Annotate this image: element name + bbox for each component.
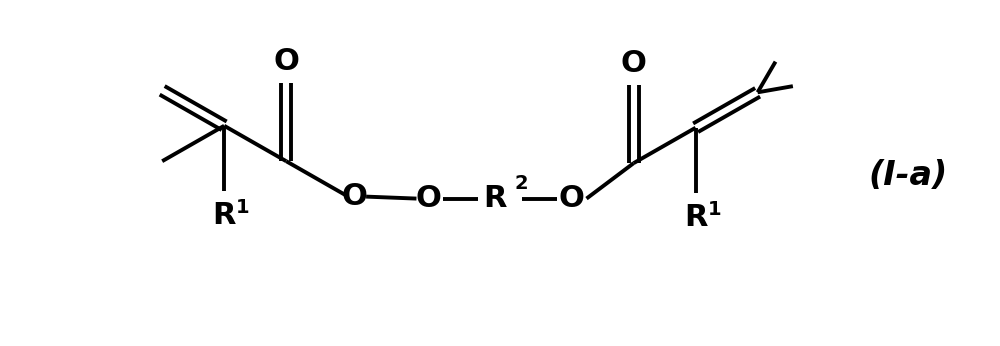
Text: O: O: [621, 49, 647, 78]
Text: O: O: [415, 184, 441, 213]
Text: O: O: [559, 184, 585, 213]
Text: 1: 1: [236, 198, 250, 217]
Text: R: R: [483, 184, 507, 213]
Text: O: O: [273, 47, 299, 76]
Text: 2: 2: [514, 174, 528, 193]
Text: R: R: [684, 203, 707, 232]
Text: R: R: [212, 201, 236, 230]
Text: O: O: [341, 182, 367, 211]
Text: (I-a): (I-a): [868, 160, 947, 192]
Text: 1: 1: [708, 200, 721, 219]
